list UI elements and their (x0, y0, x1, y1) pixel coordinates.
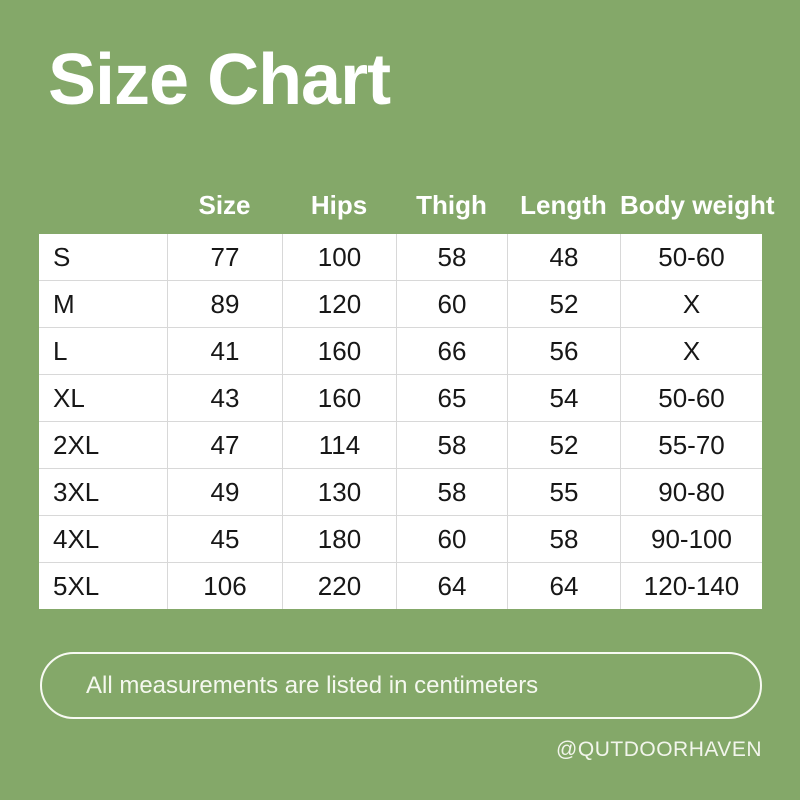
size-value: 47 (167, 422, 282, 468)
length-value: 58 (507, 516, 620, 562)
size-value: 77 (167, 234, 282, 280)
column-header-size: Size (198, 189, 251, 220)
hips-value: 100 (282, 234, 396, 280)
column-header-hips: Hips (310, 189, 368, 220)
body-weight-value: X (620, 328, 762, 374)
thigh-value: 58 (396, 422, 507, 468)
table-row-5xl: 5XL 106 220 64 64 120-140 (39, 562, 762, 609)
size-table: S 77 100 58 48 50-60 M 89 120 60 52 X L … (39, 234, 762, 609)
hips-value: 120 (282, 281, 396, 327)
size-label: M (53, 288, 75, 319)
body-weight-value: 55-70 (620, 422, 762, 468)
length-value: 54 (507, 375, 620, 421)
body-weight-value: 50-60 (620, 234, 762, 280)
table-row-2xl: 2XL 47 114 58 52 55-70 (39, 421, 762, 468)
size-value: 89 (167, 281, 282, 327)
size-label: 5XL (53, 570, 100, 601)
size-value: 43 (167, 375, 282, 421)
social-handle: @QUTDOORHAVEN (556, 738, 762, 761)
thigh-value: 58 (396, 469, 507, 515)
hips-value: 130 (282, 469, 396, 515)
table-row-xl: XL 43 160 65 54 50-60 (39, 374, 762, 421)
table-row-3xl: 3XL 49 130 58 55 90-80 (39, 468, 762, 515)
column-header-length: Length (520, 189, 607, 220)
thigh-value: 60 (396, 281, 507, 327)
table-row-l: L 41 160 66 56 X (39, 327, 762, 374)
size-label: 3XL (53, 476, 100, 507)
length-value: 48 (507, 234, 620, 280)
table-header-row: Size Hips Thigh Length Body weight (39, 176, 775, 234)
size-value: 45 (167, 516, 282, 562)
table-row-m: M 89 120 60 52 X (39, 280, 762, 327)
page-title: Size Chart (48, 40, 391, 120)
table-row-s: S 77 100 58 48 50-60 (39, 234, 762, 280)
thigh-value: 64 (396, 563, 507, 609)
size-label: L (53, 335, 68, 366)
body-weight-value: 90-80 (620, 469, 762, 515)
size-value: 106 (167, 563, 282, 609)
length-value: 52 (507, 281, 620, 327)
body-weight-value: 50-60 (620, 375, 762, 421)
measurements-note-text: All measurements are listed in centimete… (86, 671, 539, 699)
size-label: XL (53, 382, 85, 413)
column-header-thigh: Thigh (416, 189, 487, 220)
table-row-4xl: 4XL 45 180 60 58 90-100 (39, 515, 762, 562)
thigh-value: 65 (396, 375, 507, 421)
hips-value: 114 (282, 422, 396, 468)
body-weight-value: 90-100 (620, 516, 762, 562)
hips-value: 220 (282, 563, 396, 609)
hips-value: 160 (282, 375, 396, 421)
thigh-value: 58 (396, 234, 507, 280)
body-weight-value: 120-140 (620, 563, 762, 609)
thigh-value: 60 (396, 516, 507, 562)
length-value: 52 (507, 422, 620, 468)
size-label: S (53, 241, 71, 272)
body-weight-value: X (620, 281, 762, 327)
size-label: 2XL (53, 429, 100, 460)
size-label: 4XL (53, 523, 100, 554)
length-value: 64 (507, 563, 620, 609)
column-header-body-weight: Body weight (620, 189, 775, 220)
size-value: 49 (167, 469, 282, 515)
length-value: 56 (507, 328, 620, 374)
thigh-value: 66 (396, 328, 507, 374)
size-value: 41 (167, 328, 282, 374)
length-value: 55 (507, 469, 620, 515)
measurements-note-pill: All measurements are listed in centimete… (40, 652, 762, 719)
hips-value: 180 (282, 516, 396, 562)
hips-value: 160 (282, 328, 396, 374)
